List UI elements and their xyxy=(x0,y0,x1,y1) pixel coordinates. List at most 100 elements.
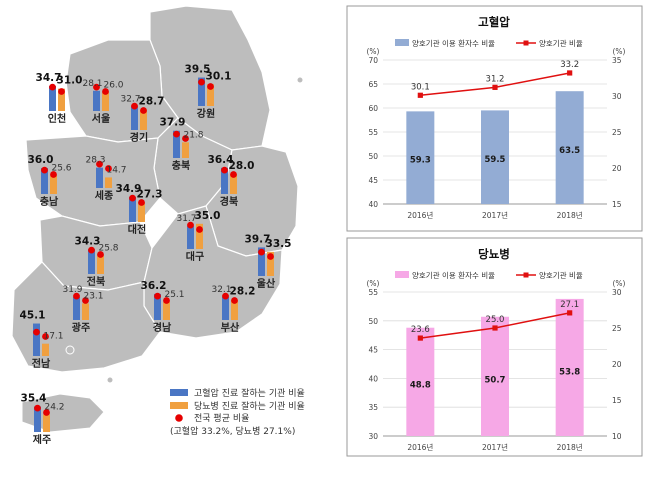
y-tick-left: 30 xyxy=(368,432,378,441)
map-label-hypertension: 36.4 xyxy=(208,154,234,166)
map-label-diabetes: 17.1 xyxy=(43,332,63,342)
map-label-diabetes: 28.2 xyxy=(230,286,256,298)
line-point xyxy=(417,92,423,98)
map-bar-diabetes xyxy=(42,343,49,356)
map-label-diabetes: 24.2 xyxy=(44,403,64,413)
bar xyxy=(406,327,435,436)
y-tick-right: 30 xyxy=(612,92,622,101)
map-avg-dot-diabetes xyxy=(97,251,104,258)
y-tick-left: 55 xyxy=(368,128,378,137)
map-marker-group: 37.921.8 충북 xyxy=(160,117,204,172)
map-region-name: 제주 xyxy=(33,433,51,446)
legend-label-avg: 전국 평균 비율 xyxy=(194,413,249,424)
legend-swatch-avg-dot xyxy=(175,414,183,422)
bar-data-label: 50.7 xyxy=(485,375,506,385)
map-bar-diabetes xyxy=(58,88,65,111)
map-region-name: 경북 xyxy=(220,195,238,208)
map-marker-group: 36.428.0 경북 xyxy=(208,154,255,208)
legend-swatch-diabetes xyxy=(170,402,188,409)
map-marker-group: 34.325.8 전북 xyxy=(75,235,119,288)
line-point xyxy=(492,325,498,331)
y-tick-right: 25 xyxy=(612,324,622,333)
map-label-hypertension: 36.0 xyxy=(28,154,54,166)
map-label-hypertension: 37.9 xyxy=(160,117,186,129)
map-avg-dot-diabetes xyxy=(163,297,170,304)
chart-legend: 양호기관 이용 환자수 비율 양호기관 비율 xyxy=(395,38,583,48)
unit-right: (%) xyxy=(613,279,626,288)
line-data-label: 33.2 xyxy=(560,60,579,70)
map-bar-hypertension xyxy=(258,247,265,276)
y-tick-left: 60 xyxy=(368,104,378,113)
map-label-diabetes: 31.0 xyxy=(57,75,83,87)
map-region-name: 경기 xyxy=(130,131,148,144)
map-marker-group: 31.735.0 대구 xyxy=(176,210,220,263)
y-tick-left: 40 xyxy=(368,200,378,209)
map-bar-hypertension xyxy=(198,77,205,106)
map-marker-group: 39.733.5 울산 xyxy=(245,233,292,290)
map-marker-group: 32.128.2 부산 xyxy=(211,285,255,334)
map-bar-hypertension xyxy=(154,293,161,320)
chart-legend: 양호기관 이용 환자수 비율 양호기관 비율 xyxy=(395,270,583,280)
map-bar-hypertension xyxy=(131,106,138,130)
map-label-diabetes: 25.6 xyxy=(51,164,71,174)
map-avg-dot-hypertension xyxy=(129,194,136,202)
y-tick-right: 10 xyxy=(612,432,622,441)
map-label-diabetes: 35.0 xyxy=(195,210,221,222)
chart-title: 고혈압 xyxy=(478,15,510,29)
map-avg-dot-diabetes xyxy=(267,253,274,260)
map-region-chungnam xyxy=(25,135,161,227)
map-bar-diabetes xyxy=(140,109,147,130)
legend-label-line: 양호기관 비율 xyxy=(539,270,583,280)
line-data-label: 23.6 xyxy=(411,325,430,335)
y-tick-right: 35 xyxy=(612,56,622,65)
map-bar-hypertension xyxy=(34,406,41,432)
map-avg-dot-hypertension xyxy=(41,166,48,174)
map-region-name: 경남 xyxy=(153,321,172,334)
map-avg-dot-hypertension xyxy=(33,328,40,336)
map-marker-group: 28.1 26.0 서울 xyxy=(82,79,123,125)
map-avg-dot-diabetes xyxy=(43,409,50,416)
map-label-hypertension: 34.9 xyxy=(116,183,142,195)
map-bar-diabetes xyxy=(230,173,237,194)
map-label-hypertension: 28.1 xyxy=(82,79,102,89)
map-region-name: 대구 xyxy=(186,250,204,263)
y-tick-right: 25 xyxy=(612,128,622,137)
map-avg-dot-hypertension xyxy=(173,130,180,138)
line-point xyxy=(567,310,573,316)
legend-marker-line xyxy=(523,272,529,278)
y-tick-right: 20 xyxy=(612,164,622,173)
y-tick-right: 15 xyxy=(612,200,622,209)
map-bar-diabetes xyxy=(82,303,89,320)
map-bar-diabetes xyxy=(196,223,203,249)
y-tick-left: 70 xyxy=(368,56,378,65)
x-tick-label: 2017년 xyxy=(482,210,508,220)
map-bar-diabetes xyxy=(207,84,214,106)
map-label-hypertension: 35.4 xyxy=(21,393,47,405)
map-bar-diabetes xyxy=(163,301,170,320)
bar xyxy=(406,111,435,204)
x-tick-label: 2018년 xyxy=(557,210,583,220)
map-avg-dot-diabetes xyxy=(231,297,238,304)
map-label-hypertension: 28.3 xyxy=(85,156,105,166)
map-label-hypertension: 39.5 xyxy=(185,64,211,76)
y-tick-left: 40 xyxy=(368,374,378,383)
unit-right: (%) xyxy=(613,47,626,56)
map-avg-dot-diabetes xyxy=(140,107,147,114)
map-label-diabetes: 27.3 xyxy=(137,188,163,200)
map-bar-diabetes xyxy=(102,92,109,111)
legend-swatch-bar xyxy=(395,39,409,46)
line-point xyxy=(417,335,423,341)
map-avg-dot-hypertension xyxy=(88,246,95,254)
map-marker-group: 35.424.2 제주 xyxy=(21,393,65,446)
map-label-diabetes: 14.7 xyxy=(106,165,126,175)
map-marker-group: 32.728.7 경기 xyxy=(120,94,164,144)
map-avg-dot-hypertension xyxy=(93,83,100,91)
map-avg-dot-diabetes xyxy=(82,297,89,304)
map-avg-dot-diabetes xyxy=(207,83,214,90)
map-region-name: 전북 xyxy=(87,275,105,288)
map-avg-dot-hypertension xyxy=(154,292,161,300)
map-label-diabetes: 28.0 xyxy=(229,160,255,172)
map-region-name: 충북 xyxy=(172,159,190,172)
